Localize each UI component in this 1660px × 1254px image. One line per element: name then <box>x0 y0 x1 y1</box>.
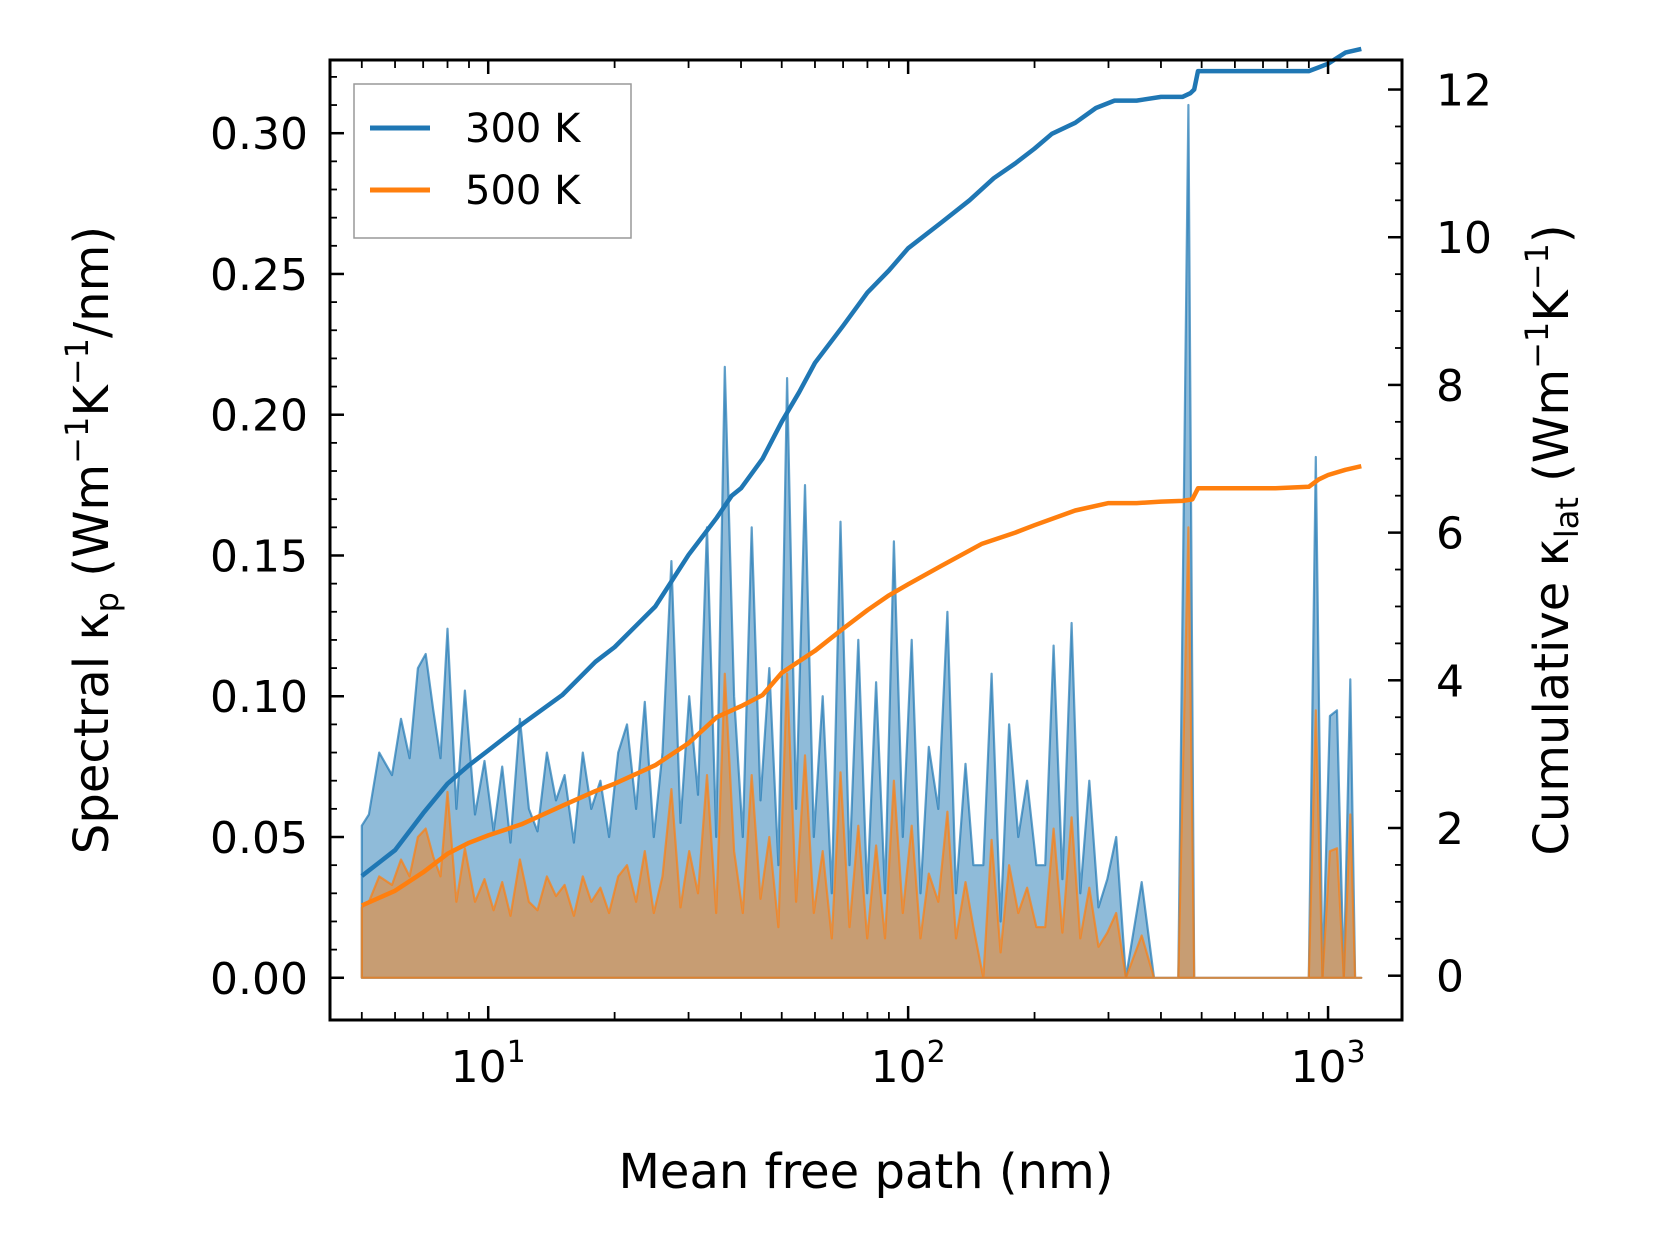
legend-label-300k: 300 K <box>465 106 582 152</box>
cumulative-line-300k <box>360 46 1362 878</box>
x-tick-label: 102 <box>871 1035 946 1093</box>
y-left-tick-label: 0.25 <box>210 250 308 301</box>
y-left-tick-label: 0.05 <box>210 813 308 864</box>
y-right-tick-label: 12 <box>1436 66 1492 117</box>
legend-label-500k: 500 K <box>465 168 582 214</box>
y-right-tick-label: 10 <box>1436 213 1492 264</box>
plot-frame <box>328 58 1404 1022</box>
y-left-tick-label: 0.15 <box>210 531 308 582</box>
y-left-tick-label: 0.00 <box>210 954 308 1005</box>
y-right-axis-title: Cumulative κlat (Wm−1K−1) <box>1518 224 1586 855</box>
y-right-tick-label: 6 <box>1436 509 1464 560</box>
y-left-tick-label: 0.10 <box>210 672 308 723</box>
y-left-tick-label: 0.30 <box>210 109 308 160</box>
y-right-tick-label: 4 <box>1436 656 1464 707</box>
legend-box <box>353 83 632 239</box>
spectral-area-500k <box>360 526 1363 979</box>
y-left-axis-title: Spectral κp (Wm−1K−1/nm) <box>58 226 126 854</box>
y-right-tick-label: 2 <box>1436 804 1464 855</box>
y-right-tick-label: 0 <box>1436 952 1464 1003</box>
y-right-tick-label: 8 <box>1436 361 1464 412</box>
x-tick-label: 103 <box>1291 1035 1366 1093</box>
y-left-tick-label: 0.20 <box>210 391 308 442</box>
cumulative-line-500k <box>360 464 1362 908</box>
x-axis-title: Mean free path (nm) <box>619 1144 1114 1200</box>
x-tick-label: 101 <box>451 1035 526 1093</box>
